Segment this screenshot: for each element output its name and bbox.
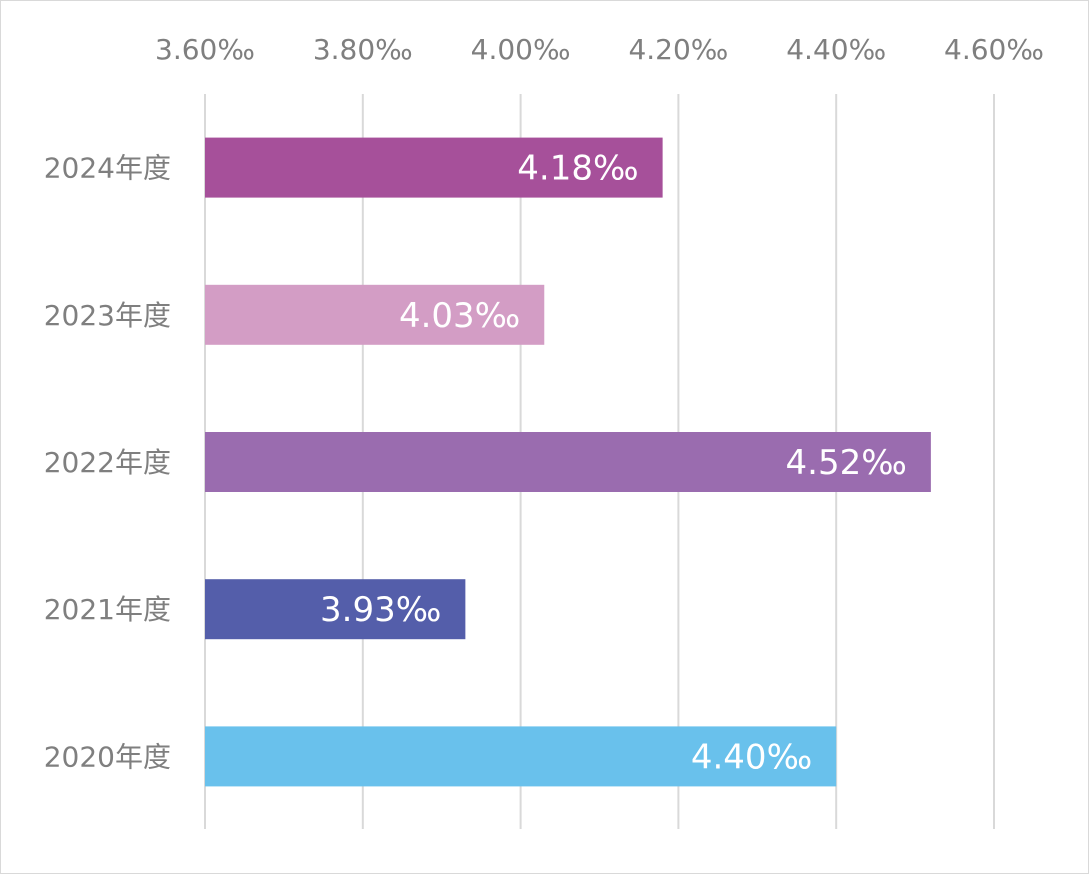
data-label: 4.40‰ xyxy=(691,737,812,777)
x-tick-label: 4.60‰ xyxy=(944,33,1044,66)
x-tick-label: 3.60‰ xyxy=(155,33,255,66)
bar xyxy=(205,579,466,640)
x-tick-label: 4.20‰ xyxy=(628,33,728,66)
bars xyxy=(205,137,931,787)
category-label: 2022年度 xyxy=(44,446,171,479)
category-label: 2023年度 xyxy=(44,299,171,332)
bar xyxy=(205,726,837,787)
bar xyxy=(205,284,545,345)
data-labels: 4.18‰ 4.03‰ 4.52‰ 3.93‰ 4.40‰ xyxy=(320,149,907,778)
bar xyxy=(205,137,663,198)
bar xyxy=(205,432,931,492)
x-tick-label: 4.40‰ xyxy=(786,33,886,66)
category-label: 2024年度 xyxy=(44,152,171,185)
x-axis-ticks: 3.60‰ 3.80‰ 4.00‰ 4.20‰ 4.40‰ 4.60‰ xyxy=(155,33,1044,66)
y-axis-categories: 2024年度 2023年度 2022年度 2021年度 2020年度 xyxy=(44,152,171,774)
data-label: 4.03‰ xyxy=(399,296,520,336)
data-label: 4.18‰ xyxy=(517,149,638,189)
category-label: 2020年度 xyxy=(44,740,171,773)
data-label: 4.52‰ xyxy=(786,443,907,483)
category-label: 2021年度 xyxy=(44,593,171,626)
data-label: 3.93‰ xyxy=(320,590,441,630)
x-tick-label: 3.80‰ xyxy=(313,33,413,66)
x-tick-label: 4.00‰ xyxy=(471,33,571,66)
